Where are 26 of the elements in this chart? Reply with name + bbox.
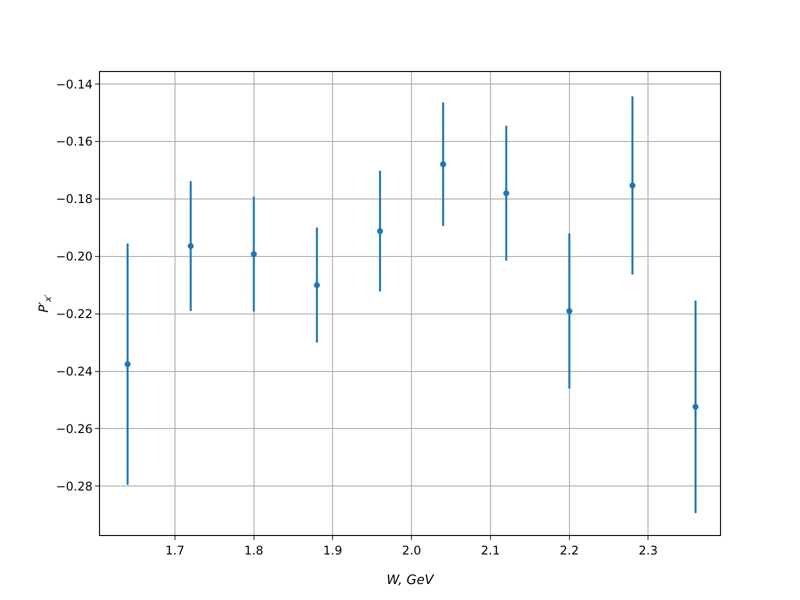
point	[188, 243, 194, 250]
point	[314, 282, 320, 288]
y-tick-label: −0.16	[56, 134, 93, 149]
point	[629, 182, 636, 188]
point	[377, 228, 384, 234]
point	[124, 361, 131, 368]
x-tick-label: 1.9	[323, 543, 342, 558]
x-tick-label: 1.7	[165, 543, 184, 558]
y-tick-label: −0.18	[56, 192, 93, 206]
x-tick-label: 2.2	[560, 543, 579, 558]
point	[503, 190, 510, 196]
y-tick-label: −0.14	[56, 77, 93, 92]
y-tick-label: −0.26	[56, 422, 93, 436]
point	[250, 251, 257, 258]
point	[566, 308, 572, 314]
x-tick-label: 2.3	[638, 543, 658, 558]
x-tick-label: 2.1	[480, 543, 500, 558]
y-tick-label: −0.20	[56, 250, 93, 264]
y-tick-label: −0.22	[56, 307, 93, 322]
x-axis-title: W, GeV	[386, 573, 435, 588]
point	[692, 404, 699, 410]
y-tick-label: −0.28	[56, 479, 93, 494]
x-tick-label: 1.8	[244, 543, 264, 558]
point	[440, 161, 446, 168]
x-tick-label: 2.0	[402, 543, 422, 558]
y-tick-label: −0.24	[56, 364, 93, 378]
